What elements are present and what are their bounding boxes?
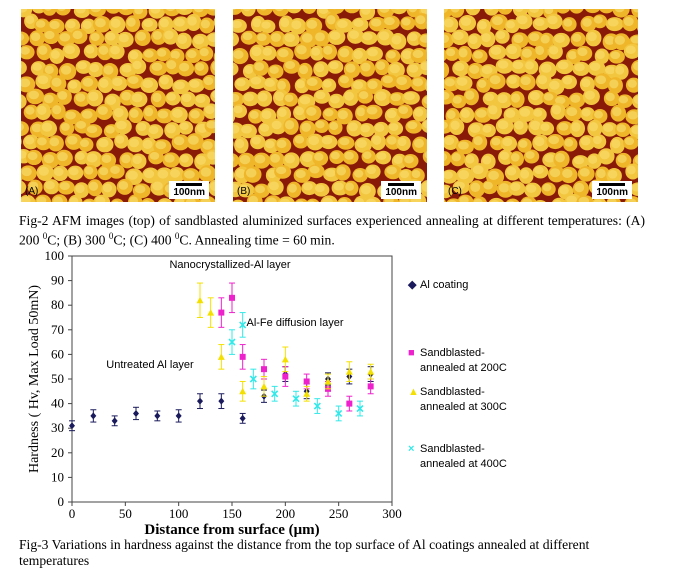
data-point <box>133 406 139 421</box>
data-point <box>218 393 225 410</box>
data-point <box>303 385 311 402</box>
y-tick-label: 90 <box>51 273 64 288</box>
y-tick-label: 80 <box>51 297 64 312</box>
x-tick-label: 50 <box>119 506 132 521</box>
y-tick-label: 100 <box>45 248 65 263</box>
scale-bar-c: 100nm <box>592 181 632 199</box>
legend-label: Sandblasted- <box>420 347 485 359</box>
legend-item: ■ Sandblasted-annealed at 200C <box>408 346 507 376</box>
afm-image-b: (B) 100nm <box>233 9 427 202</box>
afm-image-c: (C) 100nm <box>444 9 638 202</box>
y-tick-label: 0 <box>58 494 65 509</box>
legend-marker-icon: ◆ <box>408 279 417 291</box>
x-tick-label: 0 <box>69 506 76 521</box>
legend-label: annealed at 400C <box>420 458 507 470</box>
chart-annotation: Al-Fe diffusion layer <box>246 317 343 329</box>
legend-label: Al coating <box>420 279 469 291</box>
chart-annotation: Nanocrystallized-Al layer <box>169 259 290 271</box>
afm-image-a: (A) 100nm <box>21 9 215 202</box>
data-point <box>69 420 75 432</box>
data-point <box>218 297 225 328</box>
y-axis-label: Hardness ( Hv, Max Load 50mN) <box>27 285 42 473</box>
data-point <box>239 344 246 370</box>
data-point <box>196 282 204 318</box>
data-point <box>239 312 247 338</box>
data-point <box>197 393 203 410</box>
y-tick-label: 30 <box>51 420 64 435</box>
data-point <box>111 415 118 427</box>
data-point <box>271 385 279 402</box>
legend-item: ▲ Sandblasted-annealed at 300C <box>408 385 507 415</box>
y-tick-label: 20 <box>51 445 64 460</box>
panel-label-a: (A) <box>25 186 39 197</box>
data-point <box>228 329 236 355</box>
x-tick-label: 200 <box>276 506 296 521</box>
data-point <box>217 344 225 370</box>
x-tick-label: 250 <box>329 506 349 521</box>
x-tick-label: 150 <box>222 506 242 521</box>
scale-bar-a: 100nm <box>169 181 209 199</box>
data-point <box>154 410 161 422</box>
data-point <box>324 373 332 390</box>
x-tick-label: 100 <box>169 506 189 521</box>
data-point <box>281 346 289 373</box>
data-point <box>229 282 235 314</box>
data-point <box>367 363 375 380</box>
x-tick-label: 300 <box>382 506 402 521</box>
data-point <box>260 376 268 397</box>
data-point <box>346 395 353 412</box>
legend-item: ◆ Al coating <box>408 278 469 293</box>
data-point <box>207 297 215 328</box>
legend-label: annealed at 300C <box>420 401 507 413</box>
y-tick-label: 50 <box>51 371 64 386</box>
hardness-chart: 0 10 20 30 40 50 60 70 80 90 100 0 50 100 150 200 250 300… <box>27 248 402 538</box>
scale-text-b: 100nm <box>385 187 417 198</box>
chart-annotation: Untreated Al layer <box>106 359 194 371</box>
data-point <box>356 400 364 417</box>
panel-label-c: (C) <box>448 186 462 197</box>
y-tick-label: 10 <box>51 469 64 484</box>
data-point <box>249 368 257 390</box>
data-point <box>239 380 247 402</box>
legend-label: Sandblasted- <box>420 443 485 455</box>
x-axis-label: Distance from surface (μm) <box>144 522 319 538</box>
legend-item: × Sandblasted-annealed at 400C <box>408 442 507 472</box>
data-point <box>90 409 97 423</box>
data-point <box>239 412 246 424</box>
data-point <box>335 405 343 422</box>
fig3-caption: Fig-3 Variations in hardness against the… <box>19 537 590 568</box>
scale-text-c: 100nm <box>596 187 628 198</box>
scale-bar-b: 100nm <box>381 181 421 199</box>
data-point <box>345 361 353 382</box>
legend-marker-icon: × <box>408 443 415 455</box>
legend-label: Sandblasted- <box>420 386 485 398</box>
y-tick-label: 60 <box>51 346 64 361</box>
data-point <box>292 390 300 407</box>
scale-text-a: 100nm <box>173 187 205 198</box>
legend-label: annealed at 200C <box>420 362 507 374</box>
data-point <box>313 398 321 414</box>
legend-marker-icon: ■ <box>408 347 415 359</box>
data-point <box>175 409 182 423</box>
y-tick-label: 70 <box>51 322 64 337</box>
legend-marker-icon: ▲ <box>408 386 419 398</box>
fig2-caption: Fig-2 AFM images (top) of sandblasted al… <box>19 213 645 248</box>
panel-label-b: (B) <box>237 186 251 197</box>
y-tick-label: 40 <box>51 396 64 411</box>
